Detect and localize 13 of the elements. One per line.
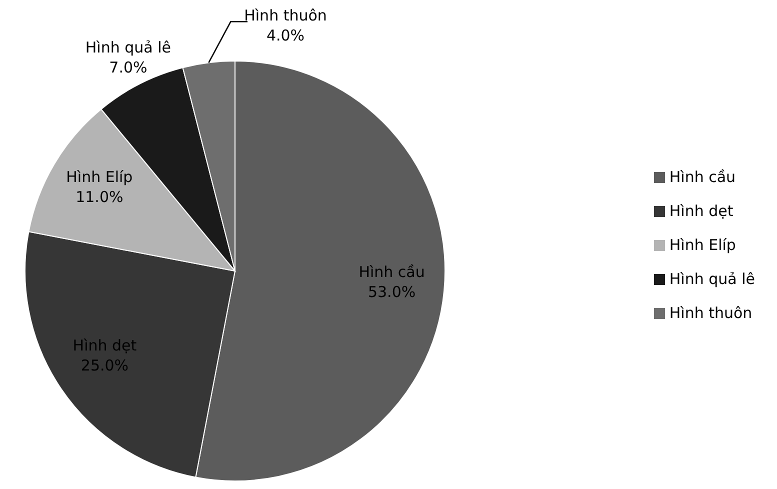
slice-label: Hình quả lê: [85, 38, 172, 56]
data-label: 4.0%: [266, 26, 305, 45]
slice-label: Hình cầu: [358, 262, 425, 281]
legend-label: Hình quả lê: [669, 270, 755, 288]
legend-label: Hình Elíp: [669, 236, 736, 254]
legend-label: Hình cầu: [669, 168, 736, 186]
legend-label: Hình dẹt: [669, 202, 734, 220]
slice-label: Hình Elíp: [66, 168, 133, 186]
data-label: 11.0%: [76, 188, 124, 206]
legend-label: Hình thuôn: [669, 304, 752, 322]
slice-label: Hình thuôn: [244, 6, 327, 25]
data-label: 7.0%: [109, 58, 148, 76]
data-label: 53.0%: [368, 282, 416, 301]
